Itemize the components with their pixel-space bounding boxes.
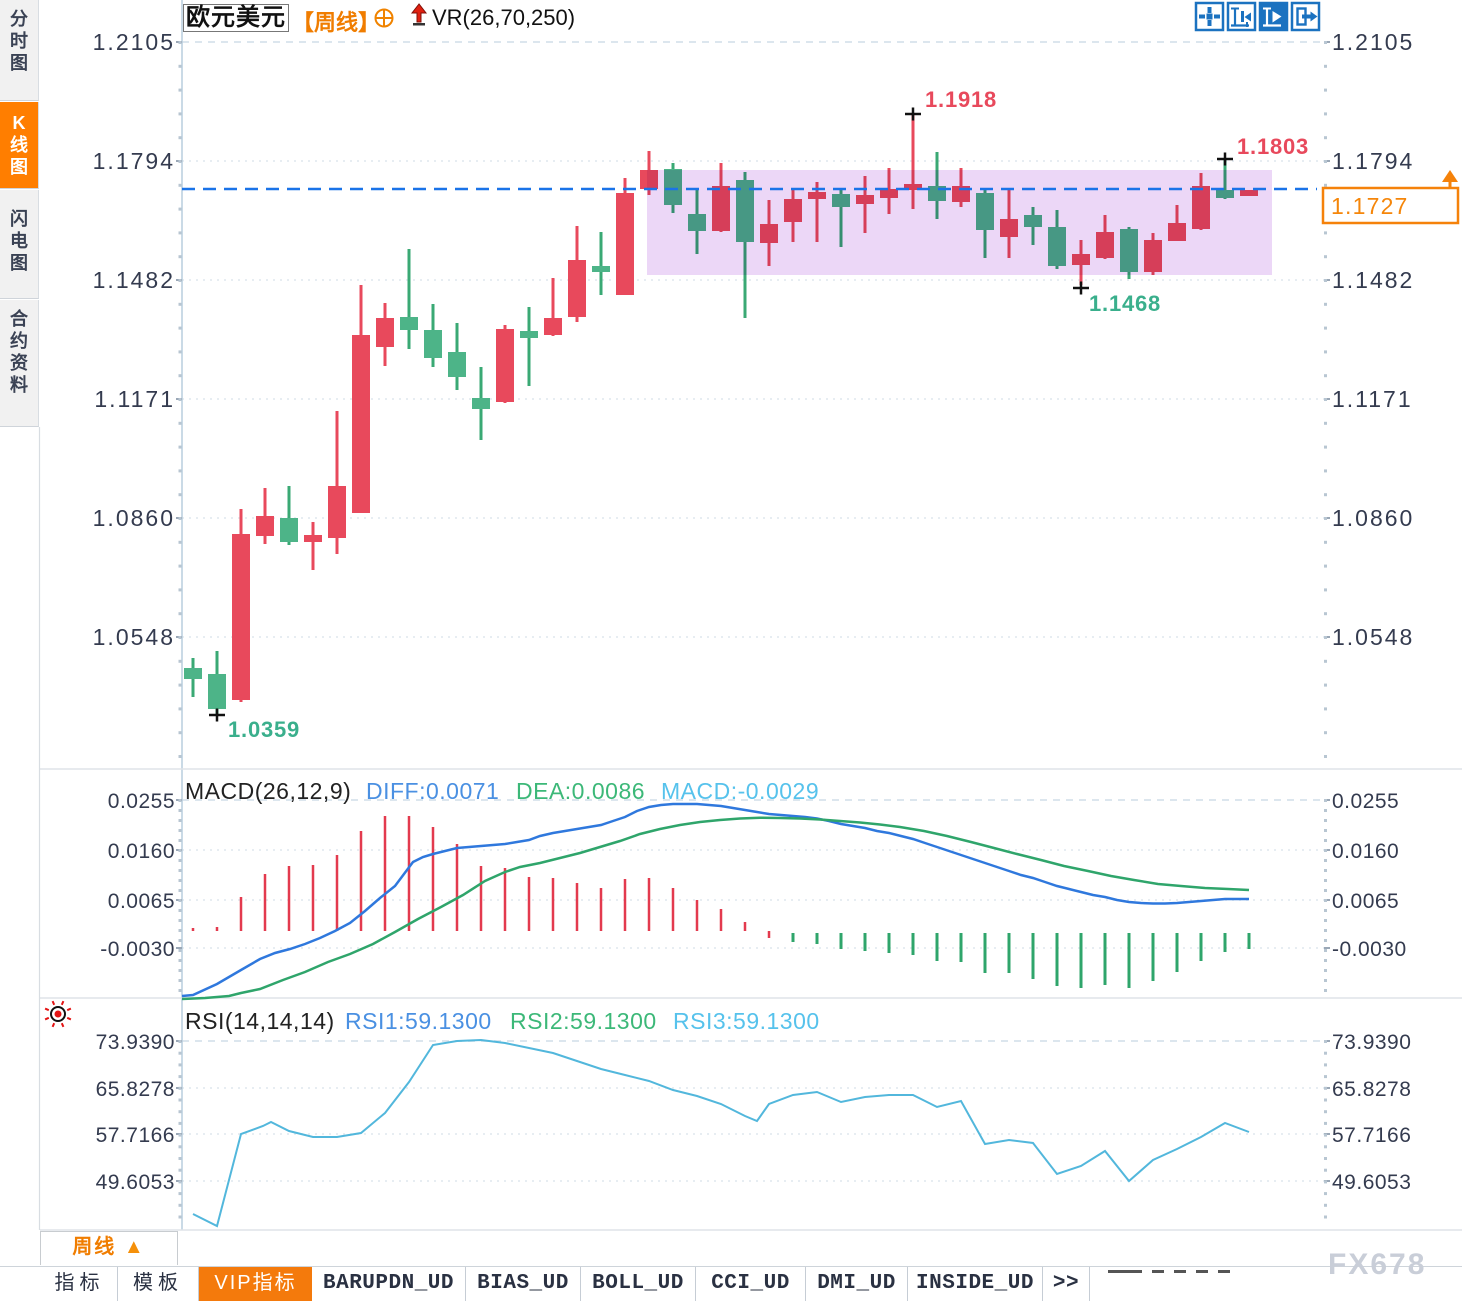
svg-text:1.1468: 1.1468: [1089, 291, 1161, 316]
svg-text:RSI3:59.1300: RSI3:59.1300: [673, 1008, 820, 1034]
svg-text:0.0065: 0.0065: [108, 890, 175, 913]
svg-text:1.1918: 1.1918: [925, 87, 997, 112]
svg-text:DEA:0.0086: DEA:0.0086: [516, 778, 645, 804]
svg-text:0.0160: 0.0160: [1332, 840, 1399, 863]
svg-text:MACD(26,12,9): MACD(26,12,9): [185, 778, 351, 804]
svg-text:RSI(14,14,14): RSI(14,14,14): [185, 1008, 335, 1034]
svg-text:RSI1:59.1300: RSI1:59.1300: [345, 1008, 492, 1034]
svg-text:1.1482: 1.1482: [93, 267, 175, 293]
svg-text:1.1803: 1.1803: [1237, 134, 1309, 159]
svg-text:1.1171: 1.1171: [94, 386, 175, 412]
svg-text:1.0860: 1.0860: [93, 505, 175, 531]
svg-text:DIFF:0.0071: DIFF:0.0071: [366, 778, 499, 804]
svg-text:0.0255: 0.0255: [1332, 790, 1399, 813]
svg-text:65.8278: 65.8278: [1332, 1078, 1411, 1101]
svg-text:1.1727: 1.1727: [1331, 193, 1409, 219]
svg-text:73.9390: 73.9390: [1332, 1031, 1411, 1054]
svg-text:57.7166: 57.7166: [1332, 1124, 1411, 1147]
svg-text:MACD:-0.0029: MACD:-0.0029: [661, 778, 819, 804]
svg-text:RSI2:59.1300: RSI2:59.1300: [510, 1008, 657, 1034]
svg-text:1.1794: 1.1794: [1332, 148, 1414, 174]
svg-text:1.2105: 1.2105: [1332, 29, 1414, 55]
svg-text:1.1171: 1.1171: [1332, 386, 1413, 412]
svg-text:1.2105: 1.2105: [93, 29, 175, 55]
svg-text:1.1482: 1.1482: [1332, 267, 1414, 293]
svg-text:1.0548: 1.0548: [93, 624, 175, 650]
svg-text:49.6053: 49.6053: [1332, 1171, 1411, 1194]
svg-text:0.0160: 0.0160: [108, 840, 175, 863]
svg-text:1.0860: 1.0860: [1332, 505, 1414, 531]
svg-text:49.6053: 49.6053: [96, 1171, 175, 1194]
svg-text:1.1794: 1.1794: [93, 148, 175, 174]
svg-text:57.7166: 57.7166: [96, 1124, 175, 1147]
svg-text:73.9390: 73.9390: [96, 1031, 175, 1054]
svg-text:-0.0030: -0.0030: [1332, 938, 1407, 961]
svg-text:65.8278: 65.8278: [96, 1078, 175, 1101]
svg-text:1.0548: 1.0548: [1332, 624, 1414, 650]
svg-text:-0.0030: -0.0030: [100, 938, 175, 961]
svg-text:1.0359: 1.0359: [228, 717, 300, 742]
svg-text:0.0065: 0.0065: [1332, 890, 1399, 913]
svg-text:0.0255: 0.0255: [108, 790, 175, 813]
